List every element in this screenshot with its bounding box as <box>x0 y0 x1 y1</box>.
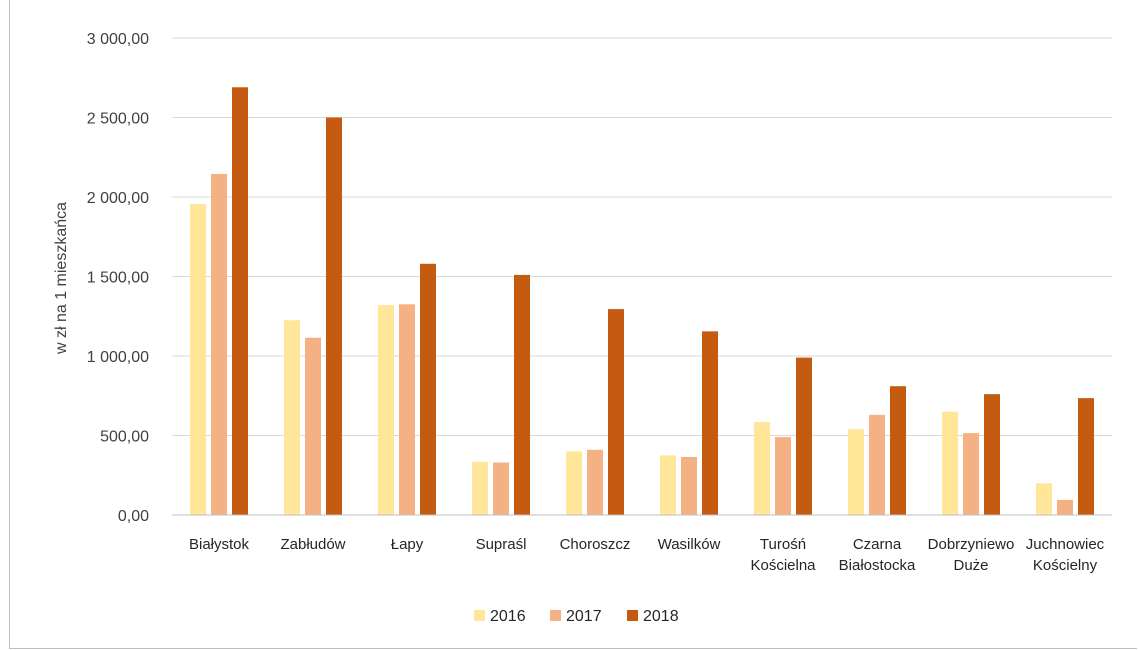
bar-2017 <box>305 337 321 515</box>
bar-2016 <box>566 451 582 515</box>
bar-2018 <box>420 263 436 515</box>
bar-2017 <box>399 304 415 515</box>
bar-2016 <box>848 429 864 515</box>
bar-2017 <box>211 173 227 515</box>
x-tick-label: Juchnowiec Kościelny <box>1026 536 1105 574</box>
y-tick-label: 2 000,00 <box>87 190 149 207</box>
legend: 2016 2017 2018 <box>474 608 679 625</box>
bar-2018 <box>326 117 342 515</box>
bar-2017 <box>963 433 979 515</box>
bar-2016 <box>942 411 958 515</box>
bar-2018 <box>514 274 530 515</box>
x-tick-label: Zabłudów <box>280 536 345 553</box>
bars <box>190 87 1094 515</box>
bar-2017 <box>681 456 697 515</box>
legend-label: 2018 <box>643 608 679 625</box>
x-axis-labels: Białystok Zabłudów Łapy Supraśl Choroszcz Was… <box>189 536 1105 574</box>
y-tick-label: 1 500,00 <box>87 270 149 287</box>
y-axis-ticks: 0,00 500,00 1 000,00 1 500,00 2 000,00 2 500,… <box>87 31 149 525</box>
legend-swatch-2018 <box>627 610 638 621</box>
bar-2017 <box>1057 499 1073 515</box>
bar-2017 <box>775 437 791 515</box>
bar-2018 <box>1078 398 1094 515</box>
x-tick-label: Wasilków <box>658 536 721 553</box>
y-tick-label: 0,00 <box>118 508 149 525</box>
x-tick-label: Białystok <box>189 536 250 553</box>
y-tick-label: 500,00 <box>100 429 149 446</box>
x-tick-label: Choroszcz <box>560 536 631 553</box>
bar-2016 <box>472 461 488 515</box>
bar-2018 <box>232 87 248 515</box>
bar-2017 <box>587 449 603 515</box>
y-axis-label: w zł na 1 mieszkańca <box>53 202 70 355</box>
legend-label: 2016 <box>490 608 526 625</box>
bar-2017 <box>493 462 509 515</box>
chart-frame <box>9 0 1137 649</box>
legend-swatch-2017 <box>550 610 561 621</box>
bar-2016 <box>1036 483 1052 515</box>
bar-2017 <box>869 414 885 515</box>
bar-2018 <box>796 357 812 515</box>
bar-2016 <box>378 305 394 515</box>
x-tick-label: Dobrzyniewo Duże <box>928 536 1015 574</box>
x-tick-label: Turośń Kościelna <box>750 536 816 574</box>
bar-2018 <box>984 394 1000 515</box>
y-tick-label: 2 500,00 <box>87 111 149 128</box>
gridlines <box>172 37 1112 436</box>
x-tick-label: Łapy <box>391 536 424 553</box>
legend-swatch-2016 <box>474 610 485 621</box>
y-tick-label: 1 000,00 <box>87 349 149 366</box>
bar-2016 <box>754 421 770 515</box>
bar-2016 <box>660 455 676 515</box>
bar-2018 <box>890 386 906 515</box>
bar-2016 <box>284 320 300 515</box>
bar-2016 <box>190 204 206 515</box>
x-tick-label: Supraśl <box>476 536 527 553</box>
legend-label: 2017 <box>566 608 602 625</box>
bar-2018 <box>608 309 624 515</box>
y-tick-label: 3 000,00 <box>87 31 149 48</box>
x-tick-label: Czarna Białostocka <box>839 536 916 574</box>
bar-2018 <box>702 331 718 515</box>
